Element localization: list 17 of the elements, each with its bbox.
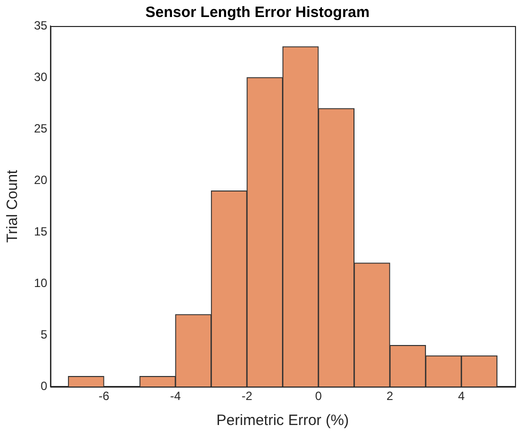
x-tick-label: -6: [98, 389, 110, 404]
x-tick-label: -4: [170, 389, 182, 404]
y-tick-label: 5: [40, 327, 48, 342]
x-axis-title: Perimetric Error (%): [216, 412, 349, 430]
x-tick-label: -2: [242, 389, 253, 404]
x-tick-label: 4: [458, 389, 466, 404]
y-tick-label: 35: [34, 18, 48, 32]
y-tick-label: 20: [34, 172, 48, 187]
y-tick-label: 30: [34, 70, 48, 84]
x-tick-label: 2: [386, 389, 394, 404]
y-tick-label: 25: [34, 121, 48, 136]
chart-title: Sensor Length Error Histogram: [145, 4, 370, 22]
y-tick-label: 0: [40, 378, 48, 393]
x-tick-label: 0: [315, 389, 322, 404]
y-tick-label: 15: [34, 224, 48, 238]
y-tick-label: 10: [34, 276, 48, 290]
y-axis-title: Trial Count: [4, 169, 22, 243]
